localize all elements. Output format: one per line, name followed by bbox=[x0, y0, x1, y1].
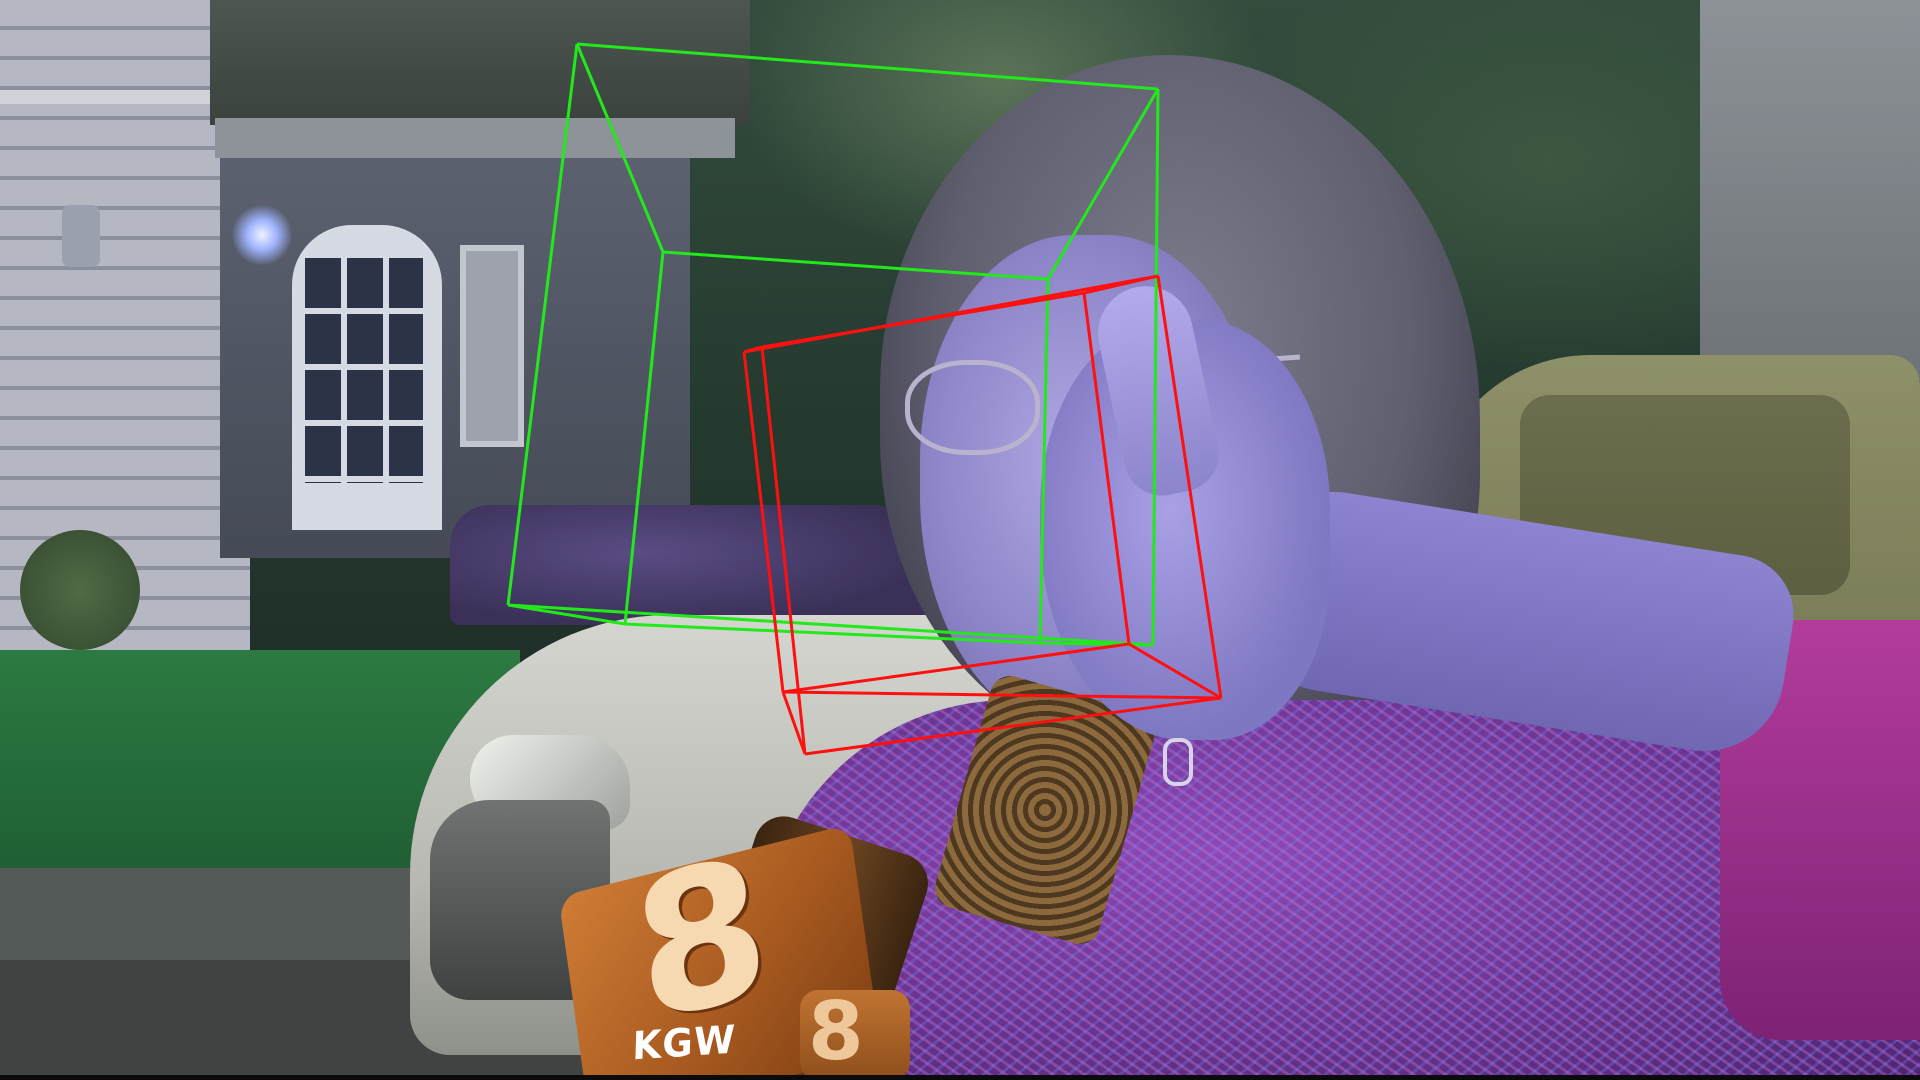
green-cube-edge bbox=[1046, 88, 1160, 280]
green-cube-edge bbox=[575, 43, 665, 253]
green-cube-edge bbox=[1038, 278, 1050, 644]
red-cube-edge bbox=[1083, 274, 1159, 295]
wedding-ring bbox=[1163, 738, 1193, 786]
microphone-flag-side bbox=[800, 990, 910, 1080]
frame-bottom-edge bbox=[0, 1075, 1920, 1080]
green-cube-edge bbox=[624, 622, 1041, 645]
green-cube-edge bbox=[507, 603, 626, 626]
red-cube-edge bbox=[743, 345, 763, 354]
green-cube-edge bbox=[662, 250, 1049, 281]
red-cube-edge bbox=[1128, 642, 1222, 700]
house-trim bbox=[0, 90, 240, 104]
green-cube-edge bbox=[1039, 641, 1154, 647]
glasses-left-lens bbox=[905, 360, 1040, 455]
door-window bbox=[305, 258, 423, 483]
porch-roof bbox=[210, 0, 750, 125]
red-cube-edge bbox=[782, 690, 1222, 700]
background-building bbox=[1700, 0, 1920, 380]
wall-lamp bbox=[62, 205, 100, 267]
red-cube-edge bbox=[1082, 292, 1131, 645]
red-cube-edge bbox=[742, 351, 785, 693]
mic-side-number: 8 bbox=[808, 985, 864, 1078]
porch-light bbox=[232, 205, 292, 265]
red-cube-edge bbox=[761, 291, 1085, 349]
red-cube-edge bbox=[781, 691, 807, 755]
green-cube-edge bbox=[623, 251, 665, 625]
red-cube-edge bbox=[760, 346, 807, 755]
green-cube-edge bbox=[506, 43, 579, 606]
red-cube-edge bbox=[782, 642, 1130, 694]
green-cube-edge bbox=[1151, 88, 1160, 646]
green-cube-edge bbox=[507, 603, 1154, 647]
red-pose-cube bbox=[742, 274, 1223, 756]
side-window bbox=[460, 245, 524, 447]
red-cube-edge bbox=[804, 696, 1222, 756]
shrub bbox=[20, 530, 140, 650]
red-cube-edge bbox=[1156, 275, 1223, 699]
green-cube-edge bbox=[576, 42, 1159, 91]
green-pose-cube bbox=[506, 42, 1160, 647]
porch-beam bbox=[215, 118, 735, 158]
